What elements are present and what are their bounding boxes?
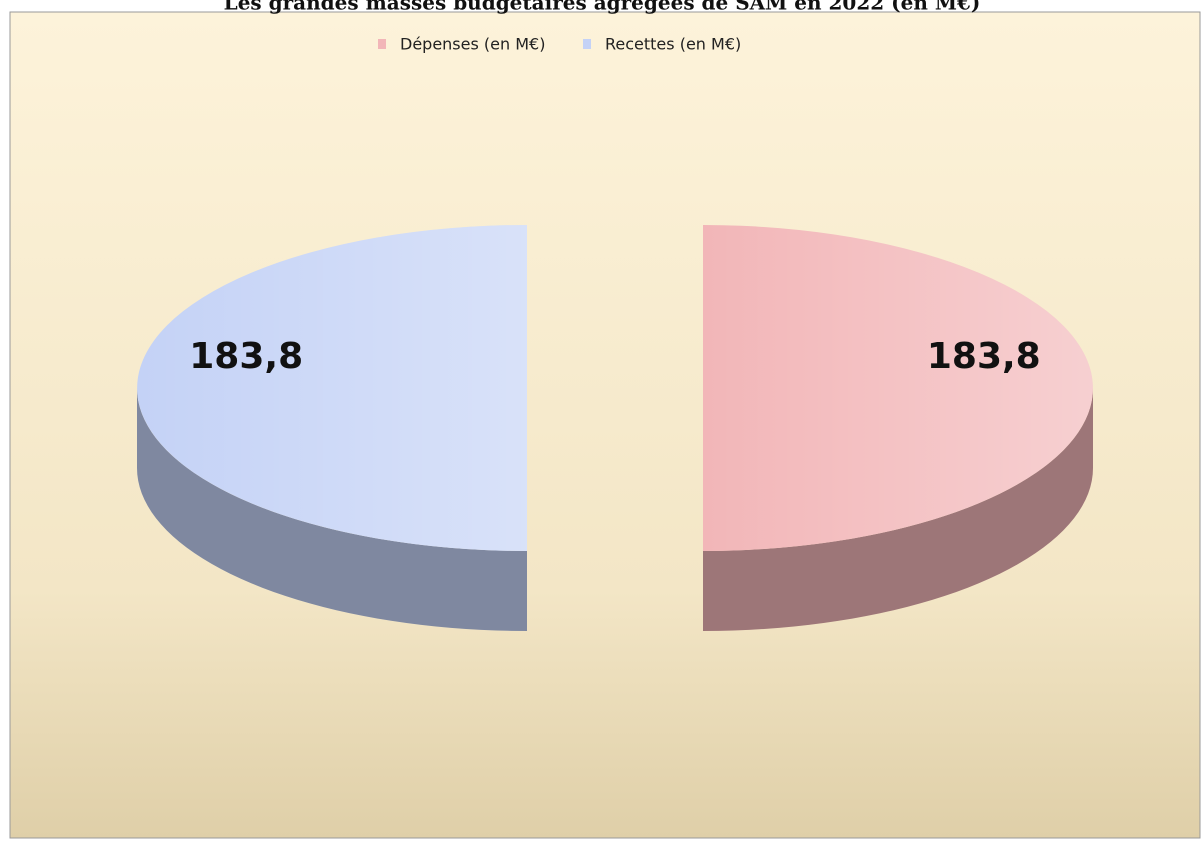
slice-top-shine	[137, 225, 527, 551]
legend-swatch	[378, 39, 386, 49]
slice-side-shade	[703, 388, 1093, 631]
data-label: 183,8	[189, 336, 303, 377]
legend-label: Dépenses (en M€)	[400, 35, 545, 54]
legend-swatch	[583, 39, 591, 49]
chart-title: Les grandes masses budgétaires agrégées …	[224, 0, 981, 15]
slice-side-shade	[137, 388, 527, 631]
legend-label: Recettes (en M€)	[605, 35, 741, 54]
pie-slice	[137, 225, 527, 631]
pie-slice	[703, 225, 1093, 631]
slice-top-shine	[703, 225, 1093, 551]
data-label: 183,8	[927, 336, 1041, 377]
slice-side	[137, 388, 527, 631]
slice-side	[703, 388, 1093, 631]
